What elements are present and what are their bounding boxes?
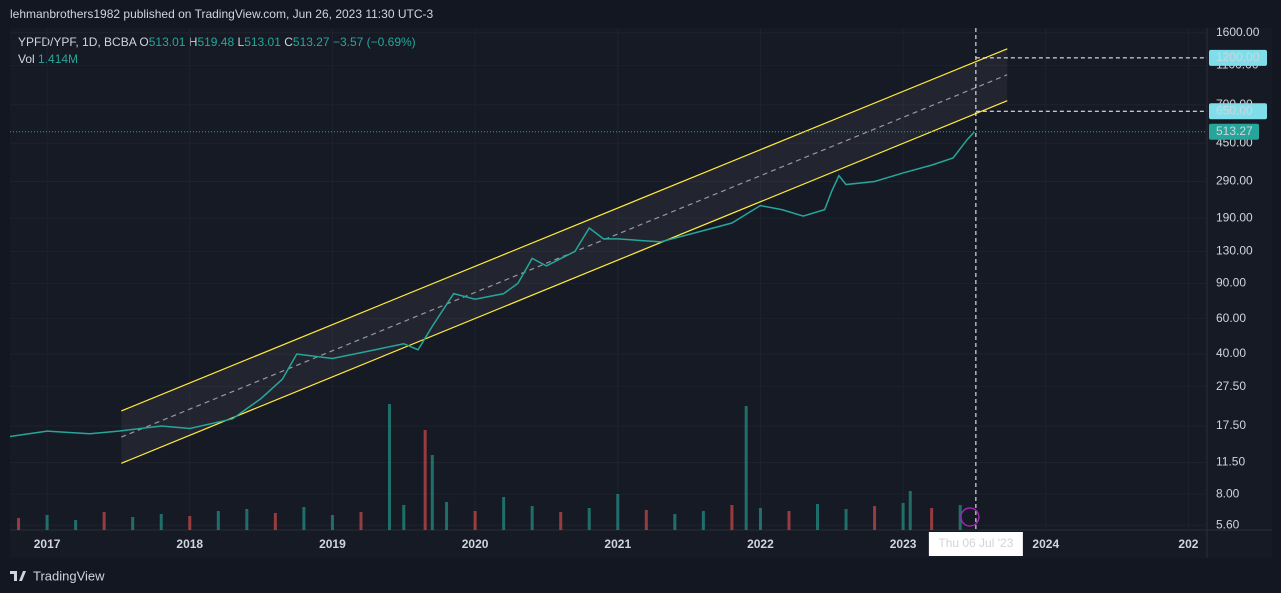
volume-bar: [787, 511, 791, 530]
last-price-label: 513.27: [1216, 124, 1253, 138]
volume-bar: [216, 511, 220, 530]
volume-bar: [445, 502, 449, 530]
volume-bar: [901, 503, 905, 530]
y-tick-label: 290.00: [1216, 174, 1253, 188]
volume-bar: [844, 509, 848, 530]
volume-bar: [131, 517, 135, 530]
y-tick-label: 1600.00: [1216, 25, 1260, 39]
o: 513.01: [149, 35, 186, 49]
x-tick-label: 2019: [319, 537, 346, 551]
y-tick-label: 190.00: [1216, 210, 1253, 224]
brand: TradingView: [10, 568, 105, 583]
marker-tag: [1209, 103, 1267, 120]
c: 513.27: [293, 35, 330, 49]
volume-bar: [616, 494, 620, 530]
volume-bar: [359, 512, 363, 530]
volume-bar: [744, 406, 748, 530]
volume-bar: [559, 512, 563, 530]
volume-bar: [159, 514, 163, 530]
y-tick-label: 90.00: [1216, 276, 1246, 290]
crosshair-label: Thu 06 Jul '23: [938, 536, 1013, 550]
volume-bar: [587, 508, 591, 530]
y-tick-label: 8.00: [1216, 486, 1240, 500]
symbol: YPFD/YPF, 1D, BCBA: [18, 35, 137, 49]
volume-bar: [74, 520, 78, 530]
volume-bar: [245, 509, 249, 530]
x-axis: 2017 2018 2019 2020 2021 2022 2023 2024 202: [34, 537, 1199, 551]
o-label: O: [139, 35, 148, 49]
alert-icon: [960, 507, 980, 527]
y-tick-label: 60.00: [1216, 311, 1246, 325]
x-tick-label: 2021: [604, 537, 631, 551]
x-tick-label: 2023: [890, 537, 917, 551]
volume-bar: [530, 506, 534, 530]
volume-bar: [473, 511, 477, 530]
volume-bar: [330, 515, 334, 530]
volume-bar: [430, 455, 434, 530]
y-tick-label: 11.50: [1216, 455, 1245, 469]
marker-tag: [1209, 49, 1267, 66]
vol: 1.414M: [38, 52, 78, 66]
c-label: C: [284, 35, 293, 49]
y-tick-label: 17.50: [1216, 418, 1246, 432]
volume-bar: [302, 507, 306, 530]
volume-bar: [673, 514, 677, 530]
y-tick-label: 130.00: [1216, 244, 1253, 258]
volume-bar: [908, 491, 912, 530]
volume-bar: [388, 404, 392, 530]
y-tick-label: 40.00: [1216, 346, 1246, 360]
l: 513.01: [244, 35, 281, 49]
crosshair-tag: [928, 532, 1023, 556]
x-tick-label: 2024: [1032, 537, 1059, 551]
volume-bar: [188, 516, 192, 530]
channel-upper: [121, 48, 1008, 412]
volume-bar: [17, 518, 21, 530]
channel-middle: [121, 74, 1008, 438]
plot: [10, 28, 1207, 530]
y-tick-label: 5.60: [1216, 517, 1240, 531]
vol-label: Vol: [18, 52, 35, 66]
h-label: H: [189, 35, 198, 49]
price-line: [10, 131, 975, 438]
marker-label: 650.00: [1216, 103, 1253, 117]
publisher: lehmanbrothers1982 published on TradingV…: [10, 7, 433, 21]
x-tick-label: 202: [1178, 537, 1198, 551]
volume-bar: [730, 505, 734, 530]
vol-legend: Vol 1.414M: [18, 52, 78, 66]
x-tick-label: 2022: [747, 537, 774, 551]
channel-lower: [121, 100, 1008, 464]
chart-panel: [10, 28, 1272, 558]
volume-bar: [273, 513, 277, 530]
x-tick-label: 2017: [34, 537, 61, 551]
y-tick-label: 27.50: [1216, 379, 1246, 393]
brand-text: TradingView: [33, 568, 105, 583]
h: 519.48: [197, 35, 234, 49]
volume-bar: [816, 504, 820, 530]
x-tick-label: 2020: [462, 537, 489, 551]
l-label: L: [238, 35, 245, 49]
change: −3.57 (−0.69%): [333, 35, 416, 49]
volume-bar: [102, 512, 106, 530]
volume-bar: [758, 508, 762, 530]
volume-bar: [45, 515, 49, 530]
volume-bar: [423, 430, 427, 530]
volume-bar: [930, 508, 934, 530]
logo: [10, 571, 26, 581]
legend: YPFD/YPF, 1D, BCBA O513.01 H519.48 L513.…: [18, 35, 416, 49]
volume-bar: [873, 506, 877, 530]
last-price-tag: [1209, 123, 1259, 140]
volume-bar: [701, 511, 705, 530]
x-tick-label: 2018: [176, 537, 203, 551]
volume-bar: [644, 510, 648, 530]
volume-bar: [502, 497, 506, 530]
marker-label: 1200.00: [1216, 50, 1260, 64]
volume-bar: [402, 505, 406, 530]
